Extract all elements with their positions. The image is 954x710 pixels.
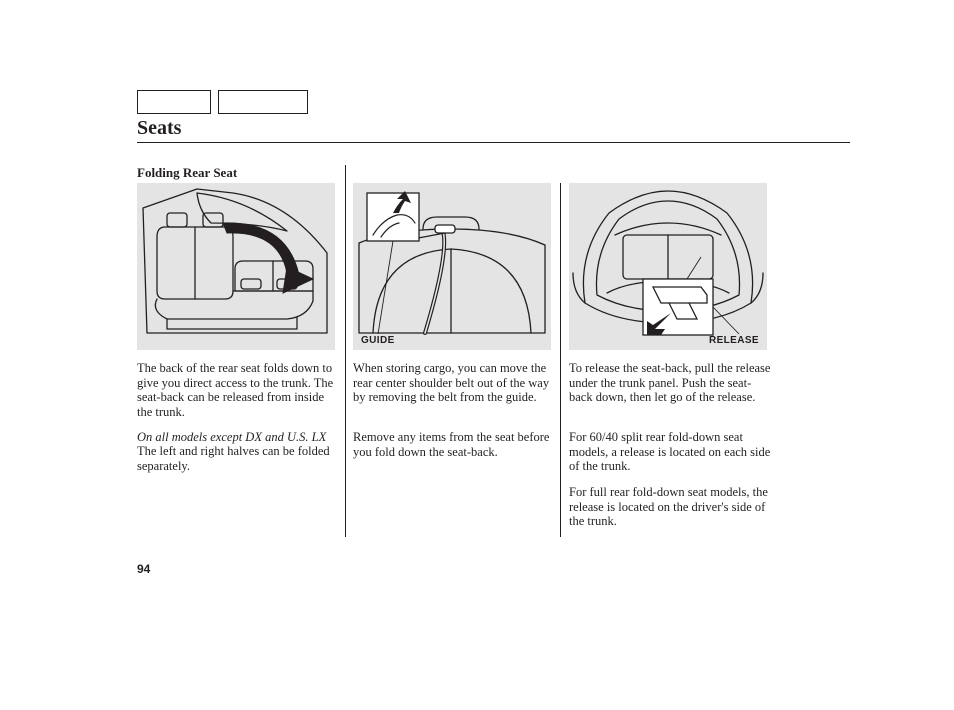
col3-paragraph-3: For full rear fold-down seat models, the…: [569, 485, 772, 529]
col1-model-note-italic: On all models except DX and U.S. LX: [137, 430, 340, 445]
seat-fold-illustration: [137, 183, 335, 350]
page-number: 94: [137, 562, 150, 576]
col2-paragraph-2: Remove any items from the seat before yo…: [353, 430, 556, 459]
section-rule: [137, 142, 850, 143]
col1-paragraph-1: The back of the rear seat folds down to …: [137, 361, 340, 419]
column-divider-1: [345, 165, 346, 537]
manual-page: Seats Folding Rear Seat: [0, 0, 954, 710]
placeholder-box-right: [218, 90, 308, 114]
placeholder-box-left: [137, 90, 211, 114]
section-title: Seats: [137, 117, 181, 140]
column-divider-2: [560, 183, 561, 537]
col1-model-note: The left and right halves can be folded …: [137, 444, 340, 473]
figure-belt-guide: GUIDE: [353, 183, 551, 350]
col3-paragraph-2: For 60/40 split rear fold-down seat mode…: [569, 430, 772, 474]
figure-rear-seat-fold: [137, 183, 335, 350]
guide-leader-line: [353, 183, 551, 350]
col3-paragraph-1: To release the seat-back, pull the relea…: [569, 361, 772, 405]
subheading: Folding Rear Seat: [137, 165, 237, 181]
col2-paragraph-1: When storing cargo, you can move the rea…: [353, 361, 556, 405]
figure-trunk-release: RELEASE: [569, 183, 767, 350]
release-leader-line: [569, 183, 767, 350]
